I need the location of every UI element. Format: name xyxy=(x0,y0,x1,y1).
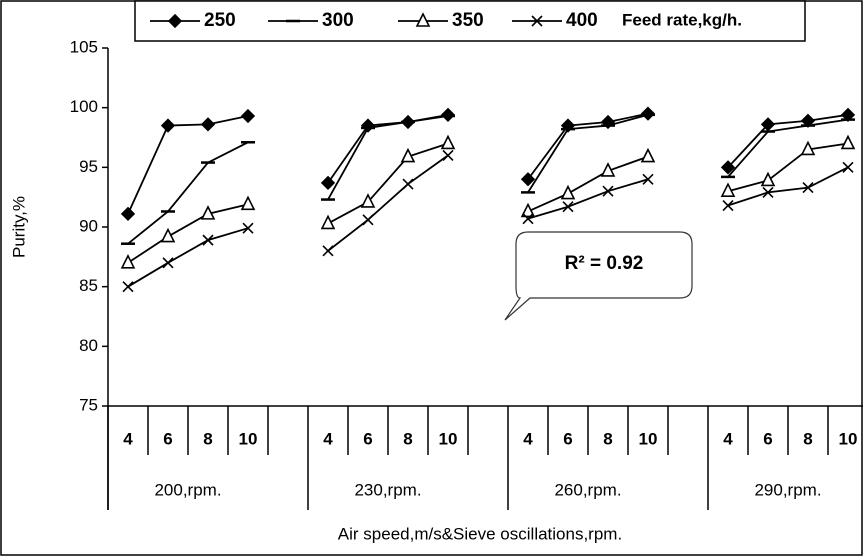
y-tick-label: 80 xyxy=(79,336,98,355)
data-point xyxy=(602,185,614,197)
legend-marker xyxy=(167,13,183,29)
data-point xyxy=(720,182,736,197)
data-point xyxy=(240,195,256,211)
data-point xyxy=(240,108,256,124)
legend-label: 400 xyxy=(566,10,598,31)
data-point xyxy=(200,205,216,220)
group-label: 260,rpm. xyxy=(554,480,621,499)
x-tick-label: 10 xyxy=(839,429,858,448)
data-point xyxy=(440,134,456,150)
data-point xyxy=(320,214,336,230)
callout xyxy=(504,231,693,321)
x-tick-label: 6 xyxy=(363,429,372,448)
data-point xyxy=(400,147,416,163)
data-point xyxy=(642,173,654,185)
data-point xyxy=(600,114,616,130)
data-point xyxy=(520,202,536,218)
data-point xyxy=(122,281,134,293)
y-tick-label: 95 xyxy=(79,157,98,176)
x-tick-label: 6 xyxy=(163,429,172,448)
x-tick-label: 4 xyxy=(123,429,133,448)
y-axis-label: Purity,% xyxy=(9,196,28,258)
x-tick-label: 8 xyxy=(203,429,212,448)
group-label: 290,rpm. xyxy=(754,480,821,499)
x-tick-label: 8 xyxy=(403,429,412,448)
data-point xyxy=(200,117,216,132)
x-tick-label: 4 xyxy=(523,429,533,448)
y-tick-label: 85 xyxy=(79,276,98,295)
data-point xyxy=(802,182,814,194)
data-point xyxy=(522,213,534,225)
y-tick-label: 75 xyxy=(79,395,98,414)
data-point xyxy=(840,134,856,150)
y-tick-label: 100 xyxy=(70,97,98,116)
data-point xyxy=(160,118,176,133)
data-point xyxy=(162,257,174,269)
legend-label: 350 xyxy=(452,10,484,31)
data-point xyxy=(360,193,376,208)
data-point xyxy=(560,184,576,200)
x-tick-label: 8 xyxy=(603,429,612,448)
data-point xyxy=(320,175,336,190)
data-point xyxy=(120,254,136,269)
data-point xyxy=(760,171,776,187)
legend-marker xyxy=(531,15,543,27)
data-point xyxy=(842,161,854,173)
data-point xyxy=(640,147,656,163)
data-point xyxy=(442,149,454,161)
data-point xyxy=(120,206,136,222)
data-point xyxy=(360,118,376,133)
data-point xyxy=(362,214,374,226)
series-line xyxy=(127,154,849,288)
data-point xyxy=(560,118,576,133)
data-point xyxy=(800,140,816,156)
y-tick-label: 105 xyxy=(70,37,98,56)
x-tick-label: 10 xyxy=(639,429,658,448)
data-point xyxy=(202,234,214,246)
data-point xyxy=(762,186,774,198)
data-point xyxy=(402,178,414,190)
y-tick-label: 90 xyxy=(79,216,98,235)
group-label: 230,rpm. xyxy=(354,480,421,499)
x-tick-label: 6 xyxy=(763,429,772,448)
data-point xyxy=(562,201,574,213)
legend-marker xyxy=(415,12,431,27)
data-point xyxy=(720,160,736,175)
data-point xyxy=(160,227,176,243)
data-point xyxy=(520,172,536,187)
group-label: 200,rpm. xyxy=(154,480,221,499)
x-axis-label: Air speed,m/s&Sieve oscillations,rpm. xyxy=(338,524,622,543)
x-tick-label: 6 xyxy=(563,429,572,448)
series-line xyxy=(127,142,849,264)
data-point xyxy=(322,245,334,257)
data-point xyxy=(242,222,254,234)
x-tick-label: 4 xyxy=(723,429,733,448)
data-point xyxy=(600,162,616,177)
legend-label: 300 xyxy=(322,10,354,31)
series-line xyxy=(127,113,849,245)
x-tick-label: 10 xyxy=(239,429,258,448)
x-tick-label: 8 xyxy=(803,429,812,448)
legend-title: Feed rate,kg/h. xyxy=(622,10,742,29)
series-line xyxy=(127,112,849,215)
legend-label: 250 xyxy=(204,10,236,31)
x-tick-label: 4 xyxy=(323,429,333,448)
annotation: R² = 0.92 xyxy=(565,253,644,274)
x-tick-label: 10 xyxy=(439,429,458,448)
data-point xyxy=(722,199,734,212)
legend-box xyxy=(134,0,806,42)
